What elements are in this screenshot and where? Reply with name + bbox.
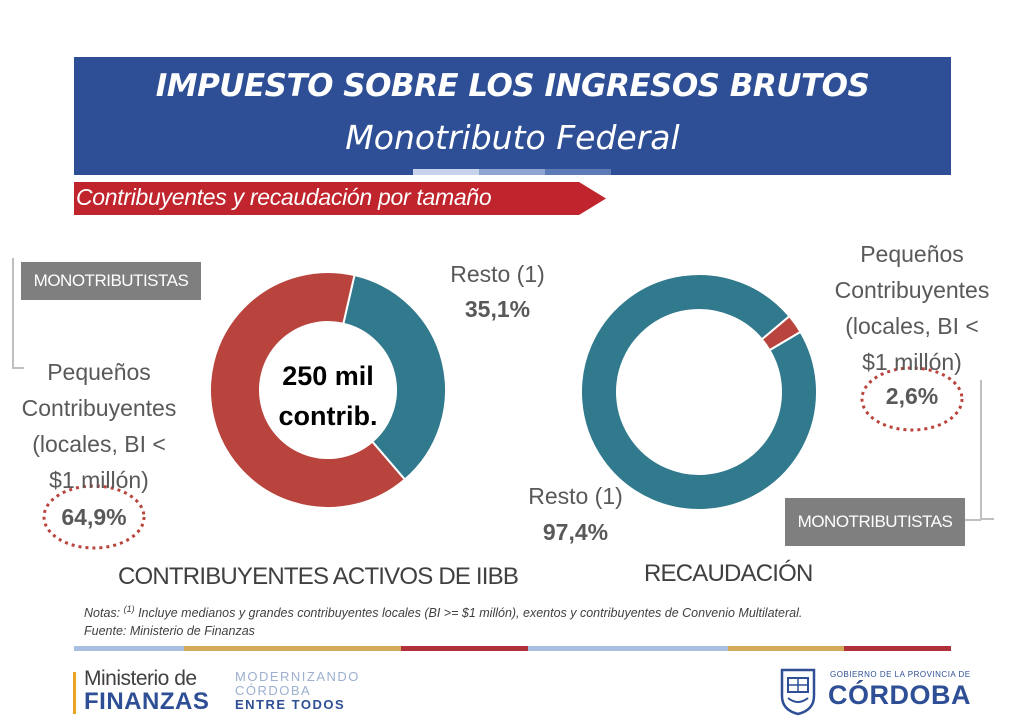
gobierno-label: GOBIERNO DE LA PROVINCIA DE: [830, 670, 971, 679]
label-pequenos-recaud: Pequeños Contribuyentes (locales, BI < $…: [834, 241, 990, 375]
footer-stripe-2: [184, 646, 401, 651]
center-label-line1: 250 mil: [282, 361, 374, 391]
section-banner-text: Contribuyentes y recaudación por tamaño: [76, 184, 492, 210]
chart-title-recaudacion: RECAUDACIÓN: [644, 560, 813, 587]
footer-stripe-5: [728, 646, 844, 651]
notes: Notas: (1) Incluye medianos y grandes co…: [84, 604, 803, 639]
value-resto-recaud: 97,4%: [542, 519, 609, 545]
value-pequenos-contrib: 64,9%: [61, 504, 127, 530]
page-title: IMPUESTO SOBRE LOS INGRESOS BRUTOS: [155, 68, 870, 104]
section-banner: [74, 182, 606, 215]
source-note: Fuente: Ministerio de Finanzas: [84, 624, 255, 639]
contrib-slice-2: [209, 271, 407, 509]
tag-monotributistas-right: MONOTRIBUTISTAS: [785, 498, 965, 546]
ministry-logo-bar: [73, 672, 76, 714]
recaud-slice-2: [580, 273, 819, 511]
cordoba-logo-text: CÓRDOBA: [828, 680, 971, 710]
cordoba-crest-icon: [780, 668, 816, 716]
header-accent-3: [545, 169, 611, 175]
label-resto-recaud: Resto (1): [528, 483, 623, 509]
footer-stripe-1: [74, 646, 184, 651]
donut-chart-recaudacion: [580, 273, 819, 511]
label-pequenos-contrib: Pequeños Contribuyentes (locales, BI < $…: [21, 359, 177, 493]
tag-monotributistas-left: MONOTRIBUTISTAS: [21, 262, 201, 300]
header-accent-1: [413, 169, 479, 175]
value-pequenos-recaud: 2,6%: [885, 383, 939, 409]
footer-stripe-4: [528, 646, 728, 651]
footer-stripe-3: [401, 646, 528, 651]
center-label: 250 mil contrib.: [258, 356, 398, 436]
value-resto-contrib: 35,1%: [464, 296, 531, 322]
page-subtitle: Monotributo Federal: [345, 118, 680, 157]
chart-title-contribuyentes: CONTRIBUYENTES ACTIVOS DE IIBB: [118, 563, 519, 590]
footer-stripe-6: [844, 646, 951, 651]
highlight-oval-left: [42, 484, 146, 550]
header-band: [74, 57, 951, 175]
contrib-slice-1: [342, 273, 447, 481]
header-accent-2: [479, 169, 545, 175]
highlight-oval-right: [860, 366, 964, 432]
modernizando-logo: MODERNIZANDO CÓRDOBA ENTRE TODOS: [235, 669, 360, 712]
label-resto-contrib: Resto (1): [450, 261, 545, 287]
center-label-line2: contrib.: [278, 401, 378, 431]
ministry-logo: Ministerio de FINANZAS: [84, 667, 210, 715]
donut-chart-contribuyentes: [209, 271, 447, 509]
